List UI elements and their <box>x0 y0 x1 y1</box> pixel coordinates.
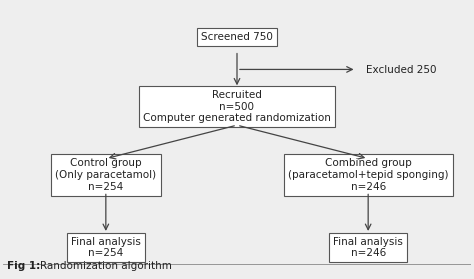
Text: Final analysis
n=246: Final analysis n=246 <box>333 237 403 258</box>
Text: Screened 750: Screened 750 <box>201 32 273 42</box>
Text: Randomization algorithm: Randomization algorithm <box>40 261 172 271</box>
Text: Recruited
n=500
Computer generated randomization: Recruited n=500 Computer generated rando… <box>143 90 331 123</box>
Text: Excluded 250: Excluded 250 <box>366 65 437 75</box>
Text: Combined group
(paracetamol+tepid sponging)
n=246: Combined group (paracetamol+tepid spongi… <box>288 158 448 192</box>
Text: Final analysis
n=254: Final analysis n=254 <box>71 237 141 258</box>
Text: Control group
(Only paracetamol)
n=254: Control group (Only paracetamol) n=254 <box>55 158 156 192</box>
Text: Fig 1:: Fig 1: <box>8 261 41 271</box>
